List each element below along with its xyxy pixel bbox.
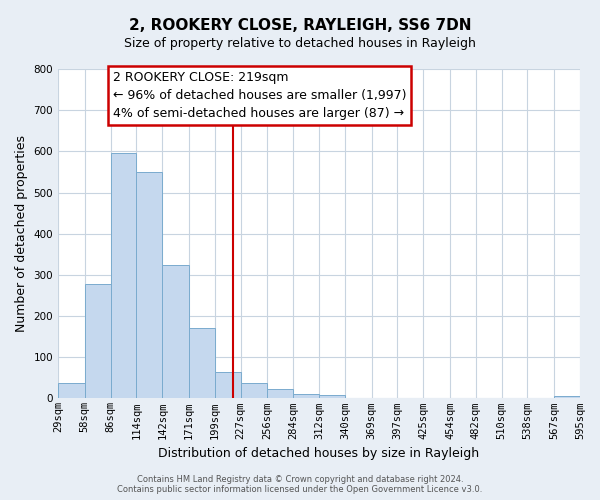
Bar bbox=[268, 390, 293, 398]
Text: 2, ROOKERY CLOSE, RAYLEIGH, SS6 7DN: 2, ROOKERY CLOSE, RAYLEIGH, SS6 7DN bbox=[129, 18, 471, 32]
Bar bbox=[189, 328, 215, 398]
Bar bbox=[241, 382, 268, 398]
Bar bbox=[554, 396, 580, 398]
Text: Contains HM Land Registry data © Crown copyright and database right 2024.
Contai: Contains HM Land Registry data © Crown c… bbox=[118, 474, 482, 494]
Bar bbox=[85, 284, 110, 399]
Bar bbox=[293, 394, 319, 398]
Bar bbox=[110, 154, 136, 398]
Text: 2 ROOKERY CLOSE: 219sqm
← 96% of detached houses are smaller (1,997)
4% of semi-: 2 ROOKERY CLOSE: 219sqm ← 96% of detache… bbox=[113, 70, 406, 120]
Y-axis label: Number of detached properties: Number of detached properties bbox=[15, 135, 28, 332]
Bar bbox=[58, 382, 85, 398]
Bar bbox=[215, 372, 241, 398]
Bar bbox=[136, 172, 162, 398]
Bar bbox=[319, 395, 345, 398]
X-axis label: Distribution of detached houses by size in Rayleigh: Distribution of detached houses by size … bbox=[158, 447, 479, 460]
Text: Size of property relative to detached houses in Rayleigh: Size of property relative to detached ho… bbox=[124, 38, 476, 51]
Bar bbox=[162, 264, 189, 398]
